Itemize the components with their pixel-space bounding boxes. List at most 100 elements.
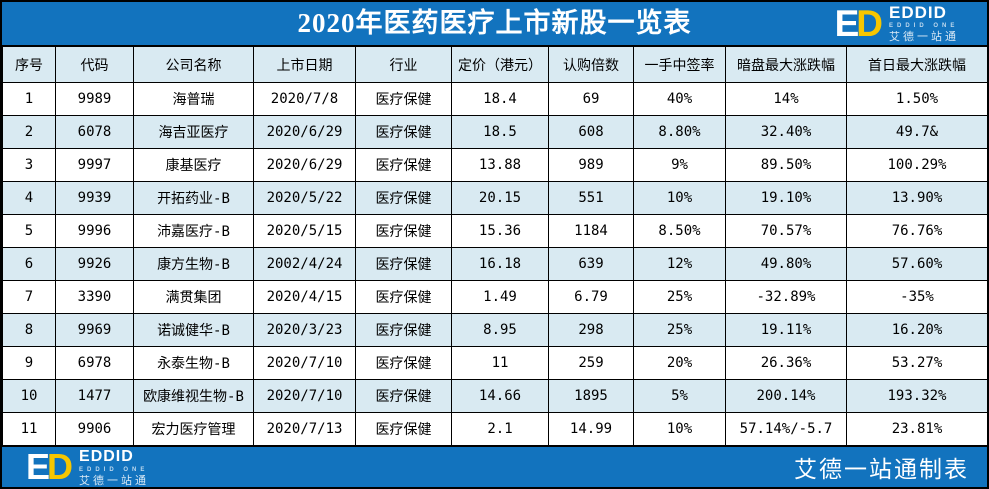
cell-r4-c0: 4 — [2, 181, 56, 215]
cell-r7-c6: 6.79 — [548, 280, 634, 314]
cell-r11-c9: 23.81% — [846, 412, 987, 446]
cell-r7-c2: 满贯集团 — [133, 280, 254, 314]
cell-r2-c1: 6078 — [55, 115, 134, 149]
cell-r5-c9: 76.76% — [846, 214, 987, 248]
cell-r10-c6: 1895 — [548, 379, 634, 413]
table-row-6: 6 9926 康方生物-B 2002/4/24 医疗保健 16.18 639 12% 49.80… — [2, 247, 987, 281]
credit-text: 艾德一站通制表 — [794, 457, 969, 483]
cell-r4-c8: 19.10% — [725, 181, 847, 215]
cell-r4-c7: 10% — [633, 181, 726, 215]
cell-r1-c6: 69 — [548, 82, 634, 116]
cell-r11-c1: 9906 — [55, 412, 134, 446]
cell-r3-c4: 医疗保健 — [355, 148, 452, 182]
logo-brand: EDDID — [889, 3, 947, 22]
cell-r5-c7: 8.50% — [633, 214, 726, 248]
cell-r7-c0: 7 — [2, 280, 56, 314]
cell-r5-c6: 1184 — [548, 214, 634, 248]
column-header-1: 代码 — [55, 46, 134, 83]
cell-r5-c4: 医疗保健 — [355, 214, 452, 248]
column-header-8: 暗盘最大涨跌幅 — [725, 46, 847, 83]
cell-r4-c9: 13.90% — [846, 181, 987, 215]
cell-r7-c1: 3390 — [55, 280, 134, 314]
cell-r1-c7: 40% — [633, 82, 726, 116]
cell-r9-c9: 53.27% — [846, 346, 987, 380]
column-header-5: 定价（港元） — [451, 46, 549, 83]
logo-letter-e: E — [834, 2, 860, 44]
cell-r11-c8: 57.14%/-5.7 — [725, 412, 847, 446]
cell-r9-c0: 9 — [2, 346, 56, 380]
column-header-0: 序号 — [2, 46, 56, 83]
cell-r4-c2: 开拓药业-B — [133, 181, 254, 215]
cell-r11-c0: 11 — [2, 412, 56, 446]
cell-r7-c8: -32.89% — [725, 280, 847, 314]
table-row-2: 2 6078 海吉亚医疗 2020/6/29 医疗保健 18.5 608 8.80% 32.40… — [2, 115, 987, 149]
cell-r6-c5: 16.18 — [451, 247, 549, 281]
cell-r9-c2: 永泰生物-B — [133, 346, 254, 380]
cell-r1-c8: 14% — [725, 82, 847, 116]
page-title: 2020年医药医疗上市新股一览表 — [297, 8, 692, 38]
cell-r11-c2: 宏力医疗管理 — [133, 412, 254, 446]
cell-r10-c1: 1477 — [55, 379, 134, 413]
cell-r5-c1: 9996 — [55, 214, 134, 248]
logo-letter-d: D — [47, 446, 74, 487]
cell-r1-c2: 海普瑞 — [133, 82, 254, 116]
cell-r11-c3: 2020/7/13 — [253, 412, 356, 446]
cell-r2-c8: 32.40% — [725, 115, 847, 149]
cell-r5-c8: 70.57% — [725, 214, 847, 248]
cell-r1-c0: 1 — [2, 82, 56, 116]
cell-r2-c7: 8.80% — [633, 115, 726, 149]
table-row-5: 5 9996 沛嘉医疗-B 2020/5/15 医疗保健 15.36 1184 8.50% 70… — [2, 214, 987, 248]
table-header-row: 序号 代码 公司名称 上市日期 行业 定价（港元） 认购倍数 一手中签率 暗盘最大涨跌幅 首日最大… — [2, 46, 987, 83]
cell-r3-c1: 9997 — [55, 148, 134, 182]
cell-r8-c0: 8 — [2, 313, 56, 347]
cell-r6-c8: 49.80% — [725, 247, 847, 281]
cell-r6-c2: 康方生物-B — [133, 247, 254, 281]
table-row-10: 10 1477 欧康维视生物-B 2020/7/10 医疗保健 14.66 1895 5% 20… — [2, 379, 987, 413]
cell-r7-c3: 2020/4/15 — [253, 280, 356, 314]
cell-r4-c5: 20.15 — [451, 181, 549, 215]
cell-r9-c4: 医疗保健 — [355, 346, 452, 380]
cell-r5-c0: 5 — [2, 214, 56, 248]
table-header: 序号 代码 公司名称 上市日期 行业 定价（港元） 认购倍数 一手中签率 暗盘最大涨跌幅 首日最大… — [2, 46, 987, 83]
cell-r8-c1: 9969 — [55, 313, 134, 347]
cell-r7-c7: 25% — [633, 280, 726, 314]
cell-r8-c2: 诺诚健华-B — [133, 313, 254, 347]
cell-r9-c6: 259 — [548, 346, 634, 380]
cell-r8-c5: 8.95 — [451, 313, 549, 347]
table-row-7: 7 3390 满贯集团 2020/4/15 医疗保健 1.49 6.79 25% -32.89%… — [2, 280, 987, 314]
cell-r8-c7: 25% — [633, 313, 726, 347]
logo-letter-e: E — [26, 446, 51, 487]
cell-r4-c3: 2020/5/22 — [253, 181, 356, 215]
logo-brand: EDDID — [79, 447, 134, 465]
cell-r6-c6: 639 — [548, 247, 634, 281]
cell-r3-c2: 康基医疗 — [133, 148, 254, 182]
cell-r3-c6: 989 — [548, 148, 634, 182]
cell-r10-c3: 2020/7/10 — [253, 379, 356, 413]
column-header-4: 行业 — [355, 46, 452, 83]
logo-tagline-cn: 艾德一站通 — [79, 473, 150, 487]
table-body: 1 9989 海普瑞 2020/7/8 医疗保健 18.4 69 40% 14% 1.50% 2 60… — [2, 82, 987, 446]
cell-r2-c6: 608 — [548, 115, 634, 149]
cell-r11-c7: 10% — [633, 412, 726, 446]
column-header-7: 一手中签率 — [633, 46, 726, 83]
cell-r7-c9: -35% — [846, 280, 987, 314]
cell-r11-c5: 2.1 — [451, 412, 549, 446]
cell-r6-c1: 9926 — [55, 247, 134, 281]
cell-r3-c5: 13.88 — [451, 148, 549, 182]
logo-letter-d: D — [856, 2, 883, 44]
column-header-6: 认购倍数 — [548, 46, 634, 83]
cell-r1-c9: 1.50% — [846, 82, 987, 116]
cell-r11-c4: 医疗保健 — [355, 412, 452, 446]
cell-r2-c4: 医疗保健 — [355, 115, 452, 149]
logo-tagline-en: EDDID ONE — [889, 23, 959, 29]
cell-r10-c0: 10 — [2, 379, 56, 413]
cell-r8-c3: 2020/3/23 — [253, 313, 356, 347]
cell-r9-c5: 11 — [451, 346, 549, 380]
table-row-11: 11 9906 宏力医疗管理 2020/7/13 医疗保健 2.1 14.99 10% 57.1… — [2, 412, 987, 446]
